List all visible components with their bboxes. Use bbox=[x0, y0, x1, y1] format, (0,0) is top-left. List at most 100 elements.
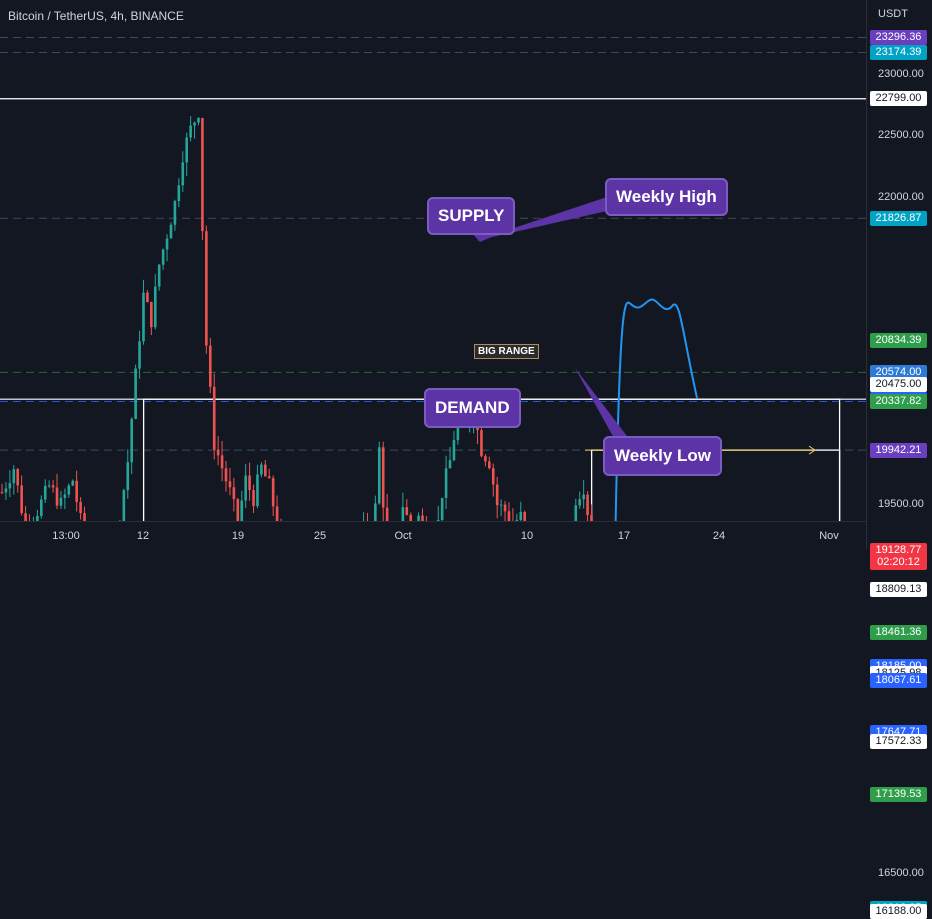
price-label[interactable]: 18809.13 bbox=[870, 581, 927, 597]
candle-body bbox=[452, 440, 456, 461]
time-label: 10 bbox=[520, 530, 534, 542]
price-label[interactable]: 17572.33 bbox=[870, 734, 927, 750]
big-range-label[interactable]: BIG RANGE bbox=[474, 344, 539, 359]
candle-body bbox=[146, 292, 149, 303]
price-label[interactable]: 19500.00 bbox=[878, 498, 924, 510]
candle-body bbox=[138, 341, 141, 369]
weekly-high-callout[interactable]: Weekly High bbox=[605, 178, 728, 216]
candle-body bbox=[491, 468, 495, 485]
candle-body bbox=[374, 503, 377, 522]
price-label[interactable]: 19942.21 bbox=[870, 442, 927, 458]
currency-label[interactable]: USDT bbox=[878, 8, 908, 20]
candle-body bbox=[212, 386, 216, 450]
projection-path bbox=[614, 298, 698, 522]
candle-body bbox=[228, 481, 232, 488]
price-label[interactable]: 20574.00 bbox=[870, 364, 927, 380]
candlestick-chart[interactable] bbox=[0, 0, 866, 522]
candle-body bbox=[236, 499, 240, 522]
candle-body bbox=[240, 500, 244, 522]
candle-body bbox=[495, 484, 499, 506]
supply-callout[interactable]: SUPPLY bbox=[427, 197, 516, 235]
weekly-low-callout[interactable]: Weekly Low bbox=[603, 436, 722, 476]
candle-body bbox=[181, 162, 185, 186]
time-label: 24 bbox=[712, 530, 726, 542]
candle-body bbox=[161, 249, 165, 265]
candle-body bbox=[480, 430, 483, 457]
candle-body bbox=[586, 494, 589, 515]
candle-body bbox=[248, 475, 251, 491]
candle-body bbox=[36, 516, 39, 522]
candle-body bbox=[405, 507, 409, 515]
candle-body bbox=[252, 490, 255, 507]
time-label: 13:00 bbox=[52, 530, 80, 542]
candle-body bbox=[590, 514, 593, 522]
candle-body bbox=[421, 515, 424, 522]
symbol-title[interactable]: Bitcoin / TetherUS, 4h, BINANCE bbox=[8, 9, 184, 23]
candle-body bbox=[79, 501, 82, 514]
time-label: 19 bbox=[231, 530, 245, 542]
candle-body bbox=[193, 122, 196, 126]
candle-body bbox=[40, 499, 43, 517]
price-label[interactable]: 22500.00 bbox=[878, 129, 924, 141]
candle-body bbox=[4, 488, 8, 493]
candle-body bbox=[523, 511, 526, 522]
candle-body bbox=[185, 137, 189, 163]
candle-body bbox=[153, 286, 157, 328]
candle-body bbox=[409, 514, 413, 522]
candle-body bbox=[401, 507, 405, 522]
price-label[interactable]: 18461.36 bbox=[870, 624, 927, 640]
price-label[interactable]: 23174.39 bbox=[870, 45, 927, 61]
time-label: 25 bbox=[313, 530, 327, 542]
demand-callout[interactable]: DEMAND bbox=[424, 388, 521, 428]
candle-body bbox=[503, 504, 507, 512]
price-label[interactable]: 20337.82 bbox=[870, 393, 927, 409]
candle-body bbox=[488, 461, 491, 469]
candle-body bbox=[197, 118, 200, 123]
candle-body bbox=[385, 507, 389, 522]
price-label[interactable]: 23000.00 bbox=[878, 67, 924, 80]
candle-body bbox=[574, 505, 578, 522]
candle-body bbox=[216, 449, 220, 456]
candle-body bbox=[381, 447, 385, 508]
target-arrow-head bbox=[808, 445, 816, 455]
candle-body bbox=[16, 469, 20, 486]
price-label[interactable]: 22799.00 bbox=[870, 91, 927, 107]
candle-body bbox=[67, 485, 71, 495]
candle-body bbox=[169, 224, 173, 239]
price-label[interactable]: 23296.36 bbox=[870, 30, 927, 46]
candle-body bbox=[271, 478, 275, 507]
candle-body bbox=[448, 460, 452, 469]
price-axis-separator bbox=[866, 0, 867, 550]
candle-body bbox=[377, 447, 381, 504]
candle-body bbox=[484, 456, 487, 462]
candle-body bbox=[220, 455, 224, 469]
candle-body bbox=[47, 485, 51, 487]
price-label[interactable]: 21826.87 bbox=[870, 210, 927, 226]
price-label[interactable]: 17139.53 bbox=[870, 787, 927, 803]
candle-body bbox=[59, 497, 63, 506]
candle-body bbox=[173, 201, 177, 225]
price-label[interactable]: 20475.00 bbox=[870, 377, 927, 393]
candle-body bbox=[519, 511, 523, 520]
price-label[interactable]: 16188.00 bbox=[870, 904, 927, 919]
candle-body bbox=[20, 485, 23, 514]
candle-body bbox=[499, 504, 503, 506]
candle-body bbox=[12, 469, 16, 484]
price-label[interactable]: 02:20:12 bbox=[870, 554, 927, 570]
time-axis-separator bbox=[0, 521, 866, 522]
candle-body bbox=[275, 506, 279, 522]
candle-body bbox=[224, 468, 228, 482]
price-label[interactable]: 20834.39 bbox=[870, 332, 927, 348]
candle-body bbox=[244, 475, 247, 501]
price-label[interactable]: 16500.00 bbox=[878, 867, 924, 879]
price-label[interactable]: 18067.61 bbox=[870, 673, 927, 689]
candle-body bbox=[515, 519, 519, 522]
candle-body bbox=[582, 494, 585, 500]
candle-body bbox=[165, 238, 169, 250]
candle-body bbox=[24, 513, 27, 522]
candle-body bbox=[150, 302, 153, 328]
candle-body bbox=[75, 480, 78, 502]
candle-body bbox=[157, 264, 161, 287]
candle-body bbox=[264, 464, 267, 477]
price-label[interactable]: 22000.00 bbox=[878, 190, 924, 203]
